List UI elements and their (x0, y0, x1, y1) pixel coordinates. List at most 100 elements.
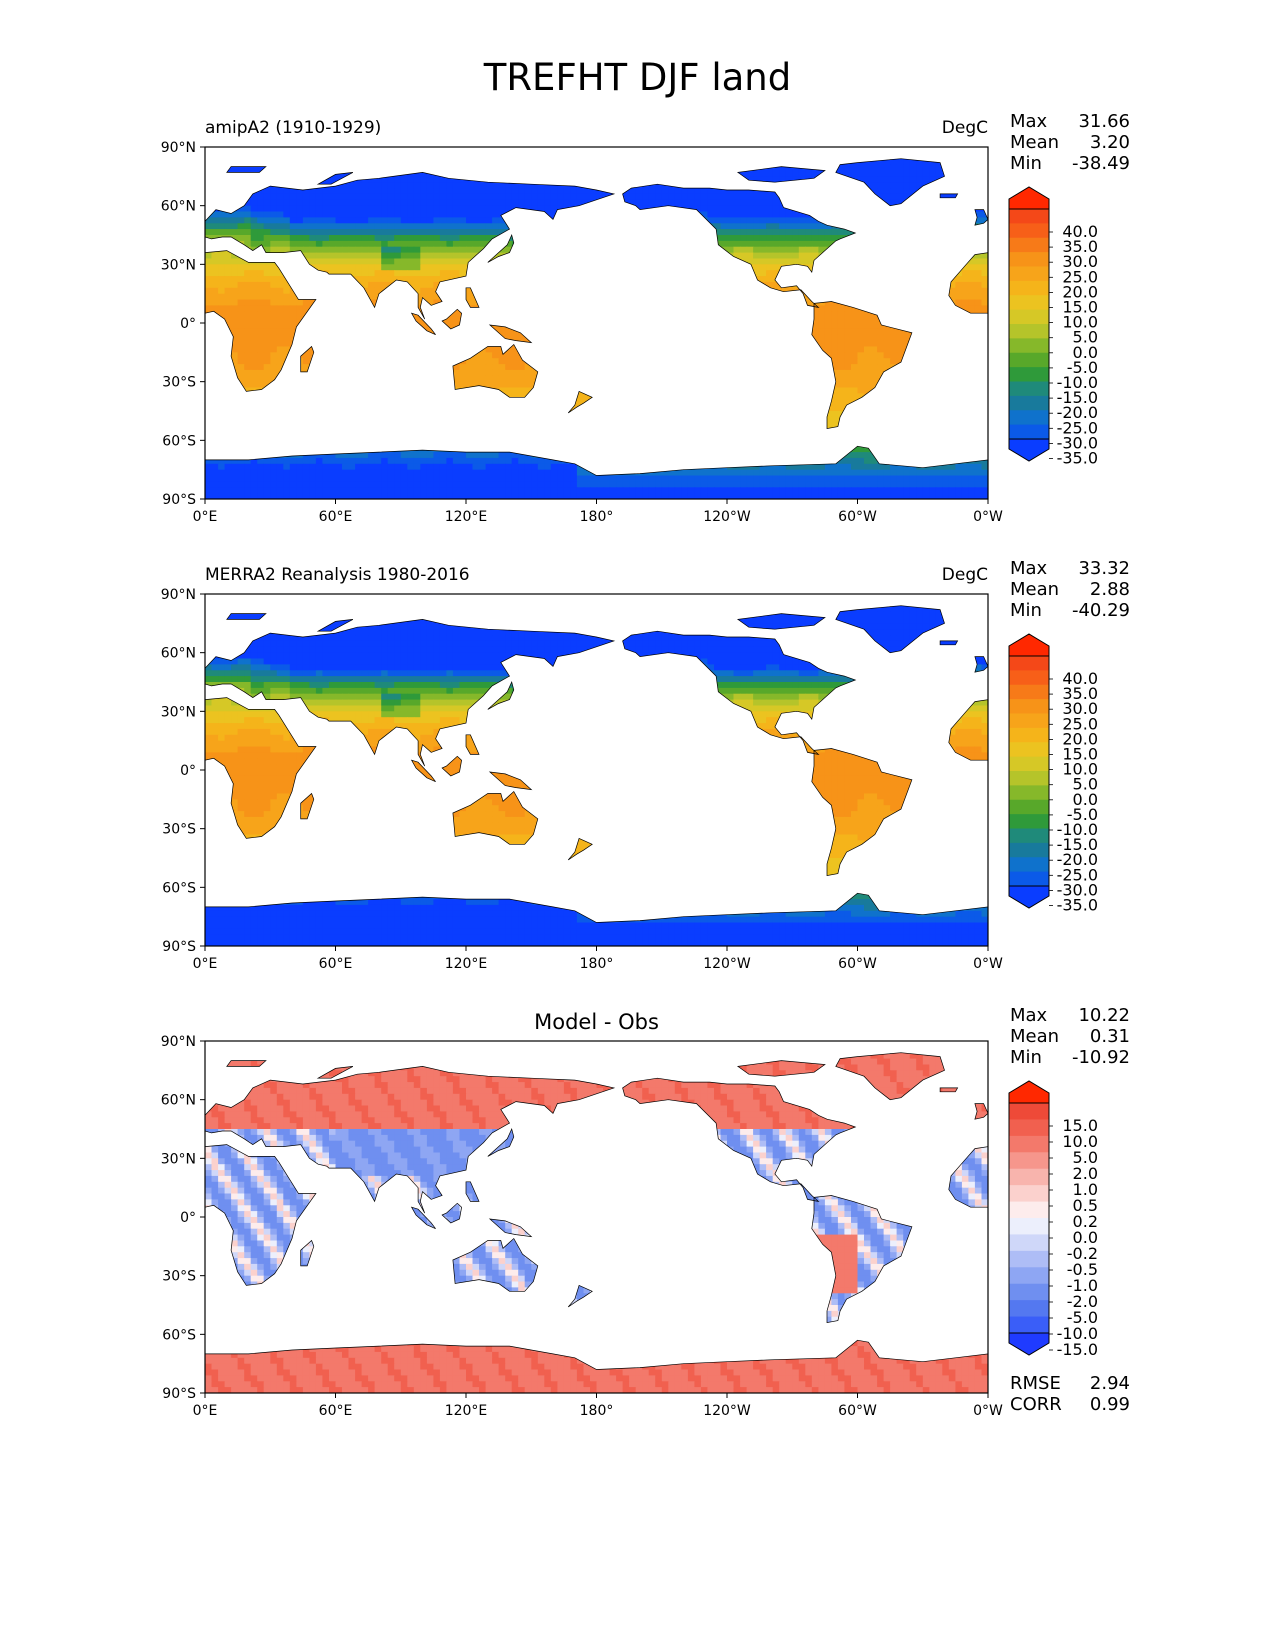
colorbar-segment (1009, 656, 1049, 671)
colorbar-segment (1009, 842, 1049, 858)
coastline-novaya (316, 172, 354, 185)
coastline-svalbard (226, 1060, 267, 1067)
colorbar-segment (1009, 395, 1049, 411)
y-tick-label: 60°S (162, 1327, 196, 1343)
figure-title: TREFHT DJF land (0, 56, 1275, 99)
colorbar-segment (1009, 381, 1049, 397)
coastline-greenland (835, 1052, 945, 1101)
coastline-new_zealand (567, 1284, 593, 1308)
x-tick-label: 0°W (973, 509, 1003, 525)
coastline-antarctica (204, 892, 989, 947)
colorbar-segment (1009, 1218, 1049, 1235)
colorbar-segment (1009, 338, 1049, 354)
footer-stat-value: 2.94 (1090, 1373, 1130, 1394)
colorbar-tick-label: -15.0 (1057, 388, 1098, 407)
colorbar-segment (1009, 237, 1049, 253)
coastline-eurasia (204, 1066, 616, 1214)
colorbar-tick-label: -25.0 (1057, 418, 1098, 437)
x-tick-label: 60°W (838, 956, 877, 972)
coastline-svalbard (226, 166, 267, 173)
x-tick-label: 120°E (445, 956, 488, 972)
colorbar-tick-label: -5.0 (1067, 805, 1098, 824)
colorbar-tick-label: 0.0 (1073, 1228, 1098, 1247)
colorbar-segment (1009, 799, 1049, 815)
y-tick-label: 90°N (161, 1034, 196, 1050)
colorbar-tick-label: -15.0 (1057, 1340, 1098, 1359)
y-tick-label: 60°N (161, 1093, 196, 1109)
coastline-north_america (622, 1077, 857, 1202)
colorbar-segment (1009, 252, 1049, 267)
colorbar-segment (1009, 785, 1049, 801)
y-tick-label: 30°N (161, 1151, 196, 1167)
colorbar-segment (1009, 309, 1049, 325)
colorbar-segment (1009, 1250, 1049, 1268)
colorbar-segment (1009, 871, 1049, 887)
stat-value: 31.66 (1078, 111, 1130, 132)
coastline-madagascar (300, 345, 315, 373)
colorbar-segment (1009, 857, 1049, 873)
colorbar-segment (1009, 223, 1049, 239)
coastline-eurasia (204, 619, 616, 767)
stat-value: 3.20 (1090, 132, 1130, 153)
panel-title: Model - Obs (534, 1010, 659, 1034)
coastline-arctic_islands (736, 166, 826, 183)
colorbar-tick-label: -10.0 (1057, 373, 1098, 392)
y-tick-label: 60°N (161, 646, 196, 662)
colorbar-segment (1009, 1201, 1049, 1219)
colorbar-tick-label: -1.0 (1067, 1276, 1098, 1295)
colorbar-tick-label: 5.0 (1073, 775, 1098, 794)
colorbar-segment (1009, 727, 1049, 743)
colorbar-tick-label: -15.0 (1057, 835, 1098, 854)
colorbar-tick-label: -35.0 (1057, 449, 1098, 468)
colorbar-tick-label: 35.0 (1062, 237, 1098, 256)
colorbar-frame (1008, 1102, 1050, 1334)
y-tick-label: 60°S (162, 880, 196, 896)
colorbar-extend-max (1008, 633, 1050, 657)
colorbar-extend-min (1008, 1332, 1050, 1356)
colorbar-tick-label: -25.0 (1057, 865, 1098, 884)
x-tick-label: 120°E (445, 509, 488, 525)
colorbar-segment (1009, 209, 1049, 224)
coastline-philippines (465, 1181, 480, 1202)
colorbar-segment (1009, 367, 1049, 382)
coastline-philippines (465, 734, 480, 755)
colorbar-tick-label: 0.0 (1073, 790, 1098, 809)
y-tick-label: 90°N (161, 587, 196, 603)
stat-value: -10.92 (1072, 1047, 1130, 1068)
coastline-madagascar (300, 1239, 315, 1267)
colorbar-tick-label: -10.0 (1057, 1324, 1098, 1343)
panel-left-label: amipA2 (1910-1929) (205, 118, 381, 138)
coastline-south_america (811, 301, 913, 430)
colorbar-tick-label: -20.0 (1057, 403, 1098, 422)
stat-label: Min (1010, 153, 1042, 174)
colorbar-tick-label: 30.0 (1062, 699, 1098, 718)
coastline-eurasia (204, 172, 616, 320)
coastline-africa (204, 697, 317, 839)
colorbar: 15.010.05.02.01.00.50.20.0-0.2-0.5-1.0-2… (1008, 1080, 1098, 1359)
stat-value: 33.32 (1078, 558, 1130, 579)
colorbar-segment (1009, 684, 1049, 700)
coastline-new_guinea (488, 1218, 533, 1238)
colorbar-tick-label: -35.0 (1057, 896, 1098, 915)
y-tick-label: 0° (180, 763, 196, 779)
colorbar-segment (1009, 1135, 1049, 1153)
coastline-australia (452, 790, 539, 845)
colorbar-tick-label: -30.0 (1057, 433, 1098, 452)
x-tick-label: 180° (580, 956, 614, 972)
colorbar-tick-label: 15.0 (1062, 1116, 1098, 1135)
stat-label: Mean (1010, 132, 1059, 153)
y-tick-label: 90°S (162, 939, 196, 955)
coastline-new_guinea (488, 324, 533, 344)
coastline-borneo (441, 755, 462, 777)
colorbar-segment (1009, 1119, 1049, 1137)
colorbar-tick-label: 10.0 (1062, 313, 1098, 332)
x-tick-label: 180° (580, 509, 614, 525)
colorbar-segment (1009, 424, 1049, 440)
colorbar-tick-label: 35.0 (1062, 684, 1098, 703)
coastline-australia (452, 1237, 539, 1292)
panel-units-label: DegC (942, 118, 988, 138)
x-tick-label: 120°W (703, 509, 751, 525)
colorbar-segment (1009, 814, 1049, 829)
x-tick-label: 60°E (319, 509, 353, 525)
